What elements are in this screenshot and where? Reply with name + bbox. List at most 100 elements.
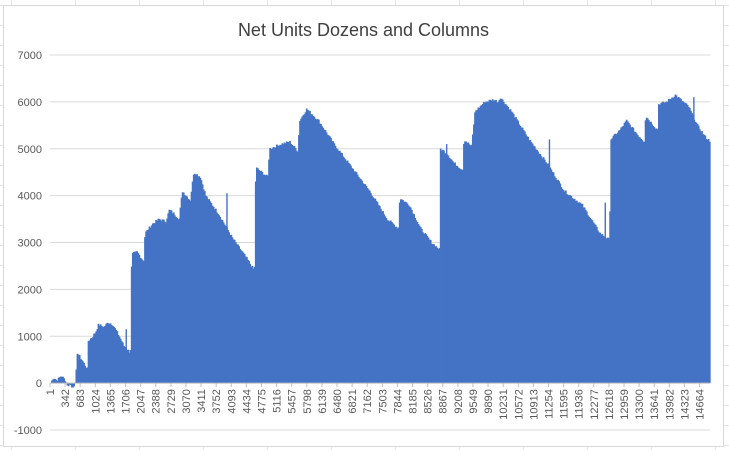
- data-bar: [62, 376, 64, 384]
- data-bar: [104, 325, 106, 384]
- data-bar: [187, 198, 190, 384]
- data-bar: [265, 174, 268, 384]
- x-tick-label: 7844: [392, 389, 404, 413]
- data-bar: [698, 129, 701, 384]
- x-tick-label: 12959: [619, 389, 631, 420]
- x-tick-label: 5116: [272, 389, 284, 413]
- data-bar: [670, 99, 672, 384]
- data-bar: [234, 242, 237, 384]
- data-bar: [335, 148, 338, 384]
- data-bar: [638, 136, 640, 384]
- data-bar: [582, 207, 585, 384]
- data-bar: [479, 105, 482, 384]
- data-bar: [386, 220, 389, 384]
- data-bar: [210, 203, 213, 384]
- data-bar: [454, 162, 456, 384]
- data-bar: [337, 151, 340, 384]
- data-bar: [592, 222, 595, 384]
- data-bar: [614, 133, 617, 384]
- data-bar: [216, 212, 218, 384]
- x-tick-label: 11254: [543, 389, 555, 419]
- data-bar: [360, 179, 362, 384]
- data-bar: [687, 106, 690, 384]
- data-bar: [89, 338, 92, 384]
- data-bar: [594, 224, 597, 384]
- data-bar: [332, 141, 335, 384]
- data-bar: [495, 100, 497, 384]
- data-bar: [146, 229, 149, 384]
- data-bar: [425, 234, 428, 384]
- x-tick-label: 10572: [513, 389, 525, 420]
- data-bar: [193, 173, 196, 384]
- data-bar: [562, 190, 565, 384]
- data-bar: [192, 174, 195, 384]
- data-bar: [157, 218, 160, 384]
- data-bar: [506, 105, 508, 384]
- data-bar: [66, 383, 69, 386]
- data-bar: [428, 239, 431, 384]
- data-bar: [84, 365, 87, 384]
- data-bar: [233, 239, 236, 384]
- data-bar: [650, 121, 652, 384]
- data-bar: [404, 201, 407, 384]
- data-series: [50, 94, 711, 388]
- data-bar: [598, 232, 600, 384]
- data-bar: [660, 103, 662, 384]
- data-bar: [97, 323, 100, 384]
- data-bar: [569, 195, 572, 384]
- data-bar: [558, 181, 561, 384]
- data-bar: [654, 128, 657, 384]
- data-bar: [669, 99, 671, 384]
- data-bar: [88, 340, 91, 384]
- data-bar: [486, 101, 489, 384]
- data-bar: [671, 97, 673, 384]
- x-tick-label: 3411: [196, 389, 208, 413]
- data-bar: [355, 172, 358, 384]
- data-bar: [679, 98, 681, 384]
- data-bar: [254, 181, 257, 384]
- data-bar: [135, 251, 137, 384]
- x-axis: 1 342 683 1024 1365 1706 2047 2388 2729 3070 3411 3…: [45, 382, 710, 420]
- data-bar: [136, 251, 139, 384]
- data-bar: [100, 326, 103, 384]
- data-bar: [366, 187, 369, 384]
- data-bar: [389, 220, 392, 384]
- data-bar: [298, 135, 300, 384]
- data-bar: [542, 157, 545, 384]
- data-bar: [509, 109, 512, 384]
- data-bar: [573, 198, 576, 384]
- y-tick-label: 3000: [18, 238, 42, 250]
- data-bar: [648, 120, 650, 384]
- x-tick-label: 14664: [695, 389, 707, 420]
- y-tick-label: 1000: [18, 331, 42, 343]
- x-tick-label: 2047: [136, 389, 148, 413]
- x-tick-label: 2729: [166, 389, 178, 413]
- data-bar: [378, 205, 381, 384]
- data-bar: [59, 376, 62, 384]
- data-bar: [483, 101, 485, 384]
- data-bar: [589, 217, 592, 384]
- data-bar: [563, 191, 566, 384]
- data-bar: [55, 379, 58, 384]
- y-tick-label: 6000: [18, 97, 42, 109]
- data-bar: [283, 142, 286, 384]
- data-bar: [319, 123, 321, 384]
- data-bar: [450, 159, 453, 384]
- data-bar: [600, 234, 603, 384]
- x-tick-label: 5798: [302, 389, 314, 413]
- data-bar: [634, 132, 637, 384]
- x-tick-label: 10913: [528, 389, 540, 420]
- data-bar: [628, 122, 630, 384]
- data-bar: [238, 246, 240, 384]
- data-bar: [323, 129, 326, 384]
- data-bar: [114, 328, 116, 384]
- data-bar: [663, 102, 666, 384]
- data-bar: [385, 218, 388, 384]
- data-bar: [67, 383, 70, 387]
- data-bar: [552, 172, 555, 384]
- data-bar: [530, 142, 533, 384]
- data-bar: [280, 144, 283, 384]
- data-bar: [567, 194, 569, 384]
- data-bar: [702, 134, 704, 384]
- data-bar: [703, 134, 706, 384]
